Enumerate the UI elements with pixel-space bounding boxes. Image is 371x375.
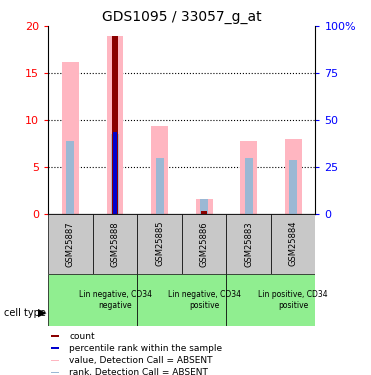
- Bar: [151, 126, 168, 214]
- Bar: [112, 36, 118, 214]
- Bar: [289, 160, 297, 214]
- Bar: [201, 211, 207, 214]
- Bar: [66, 141, 75, 214]
- Bar: [182, 214, 226, 274]
- Bar: [271, 214, 315, 274]
- Bar: [93, 214, 137, 274]
- Bar: [106, 36, 124, 214]
- Text: percentile rank within the sample: percentile rank within the sample: [69, 344, 222, 353]
- Bar: [52, 335, 59, 337]
- Bar: [111, 134, 119, 214]
- Bar: [196, 199, 213, 214]
- Title: GDS1095 / 33057_g_at: GDS1095 / 33057_g_at: [102, 10, 262, 24]
- Bar: [244, 158, 253, 214]
- Bar: [240, 141, 257, 214]
- Text: Lin negative, CD34
positive: Lin negative, CD34 positive: [168, 290, 240, 310]
- Text: GSM25888: GSM25888: [111, 221, 119, 267]
- Bar: [137, 274, 226, 326]
- Text: ▶: ▶: [39, 308, 47, 318]
- Bar: [113, 132, 117, 214]
- Text: GSM25887: GSM25887: [66, 221, 75, 267]
- Text: GSM25885: GSM25885: [155, 221, 164, 267]
- Bar: [200, 199, 208, 214]
- Text: Lin negative, CD34
negative: Lin negative, CD34 negative: [79, 290, 151, 310]
- Bar: [52, 372, 59, 374]
- Text: count: count: [69, 332, 95, 340]
- Bar: [48, 274, 137, 326]
- Text: rank, Detection Call = ABSENT: rank, Detection Call = ABSENT: [69, 368, 208, 375]
- Text: GSM25886: GSM25886: [200, 221, 209, 267]
- Bar: [155, 158, 164, 214]
- Bar: [48, 214, 93, 274]
- Bar: [226, 274, 315, 326]
- Bar: [52, 347, 59, 349]
- Text: Lin positive, CD34
positive: Lin positive, CD34 positive: [258, 290, 328, 310]
- Text: cell type: cell type: [4, 308, 46, 318]
- Bar: [226, 214, 271, 274]
- Text: GSM25884: GSM25884: [289, 221, 298, 267]
- Bar: [52, 360, 59, 361]
- Bar: [285, 139, 302, 214]
- Bar: [62, 62, 79, 214]
- Text: value, Detection Call = ABSENT: value, Detection Call = ABSENT: [69, 356, 213, 365]
- Text: GSM25883: GSM25883: [244, 221, 253, 267]
- Bar: [137, 214, 182, 274]
